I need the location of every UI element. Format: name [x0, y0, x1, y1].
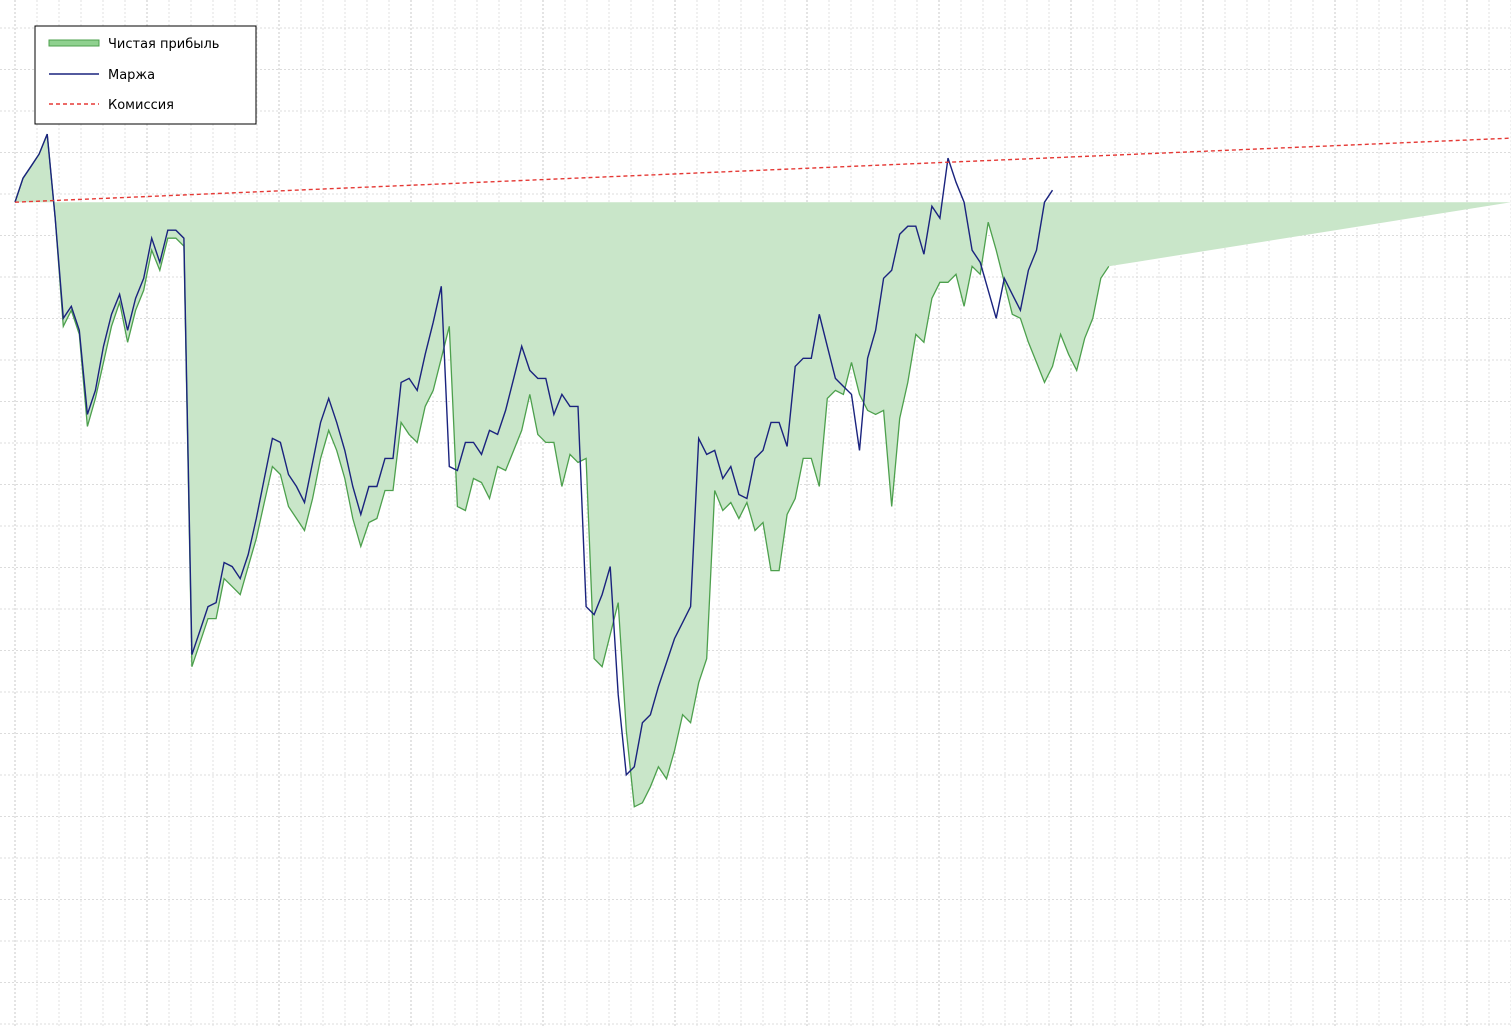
legend: Чистая прибыль Маржа Комиссия — [34, 25, 257, 125]
legend-swatch-net-profit — [48, 39, 100, 47]
net-profit-area — [15, 134, 1511, 807]
plot-area — [14, 133, 1511, 808]
legend-label-commission: Комиссия — [108, 98, 174, 113]
legend-label-net-profit: Чистая прибыль — [108, 37, 219, 52]
legend-label-margin: Маржа — [108, 68, 155, 83]
net-profit-line — [14, 133, 1110, 808]
commission-line — [14, 137, 1511, 203]
margin-line — [14, 133, 1054, 777]
